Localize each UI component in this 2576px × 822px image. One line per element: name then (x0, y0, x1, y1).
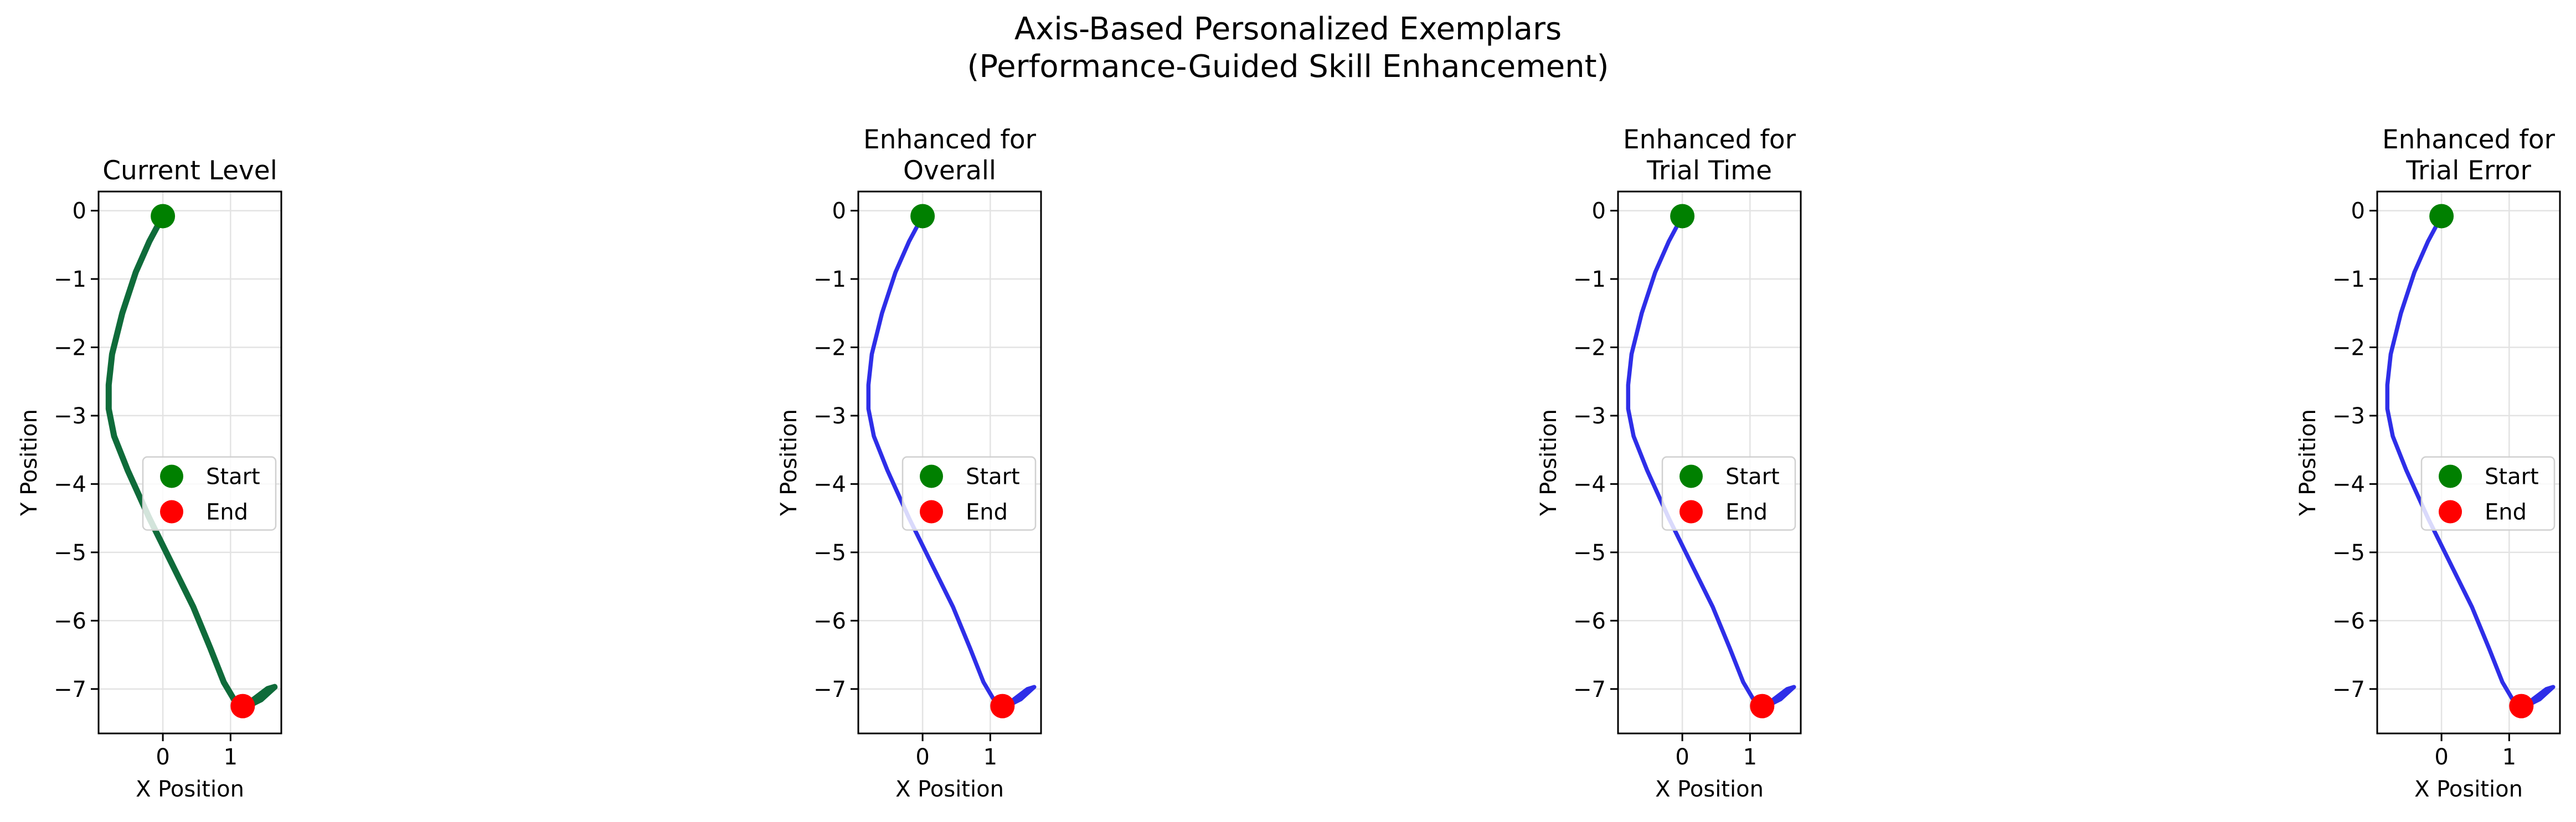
trajectory-line (105, 213, 278, 710)
y-axis-label: Y Position (17, 409, 42, 516)
figure-title-line1: Axis-Based Personalized Exemplars (1014, 11, 1562, 47)
legend-marker-start (2439, 464, 2462, 488)
y-tick-label: −1 (1573, 267, 1606, 292)
x-axis-label: X Position (1655, 777, 1764, 802)
legend: Start End (901, 456, 1037, 531)
y-tick-label: −6 (2332, 608, 2365, 634)
legend: Start End (2420, 456, 2556, 531)
end-point (2509, 694, 2534, 718)
y-tick-label: −2 (813, 335, 846, 360)
subplot-4: 0 1 0 −1 −2 −3 −4 −5 −6 −7 X Position Y Position Enh… (2295, 125, 2561, 802)
start-point (151, 204, 176, 229)
y-tick-label: −5 (813, 540, 846, 566)
y-tick-label: −7 (813, 677, 846, 702)
subplot-title: Trial Error (2405, 156, 2531, 186)
x-axis-label: X Position (895, 777, 1004, 802)
trajectory-line (2385, 214, 2556, 709)
subplot-title: Enhanced for (1623, 125, 1796, 155)
y-tick-label: −7 (2332, 677, 2365, 702)
y-tick-label: −2 (1573, 335, 1606, 360)
y-tick-label: −1 (2332, 267, 2365, 292)
legend-label-start: Start (206, 464, 260, 490)
y-tick-label: −6 (54, 608, 86, 634)
subplot-title: Enhanced for (863, 125, 1037, 155)
axes-frame (1617, 190, 1802, 735)
legend-marker-start (160, 464, 183, 488)
y-tick-label: −6 (813, 608, 846, 634)
legend-marker-start (1679, 464, 1703, 488)
y-tick-label: −6 (1573, 608, 1606, 634)
y-tick-label: −4 (54, 472, 86, 497)
y-tick-label: −5 (1573, 540, 1606, 566)
x-tick-label: 1 (2502, 745, 2516, 770)
legend-label-end: End (2485, 500, 2527, 525)
legend-label-end: End (966, 500, 1008, 525)
end-point (230, 694, 255, 718)
subplot-title: Overall (903, 156, 996, 186)
x-tick-label: 0 (2434, 745, 2448, 770)
legend-label-end: End (1725, 500, 1768, 525)
legend-marker-end (1679, 500, 1703, 524)
y-tick-label: −7 (54, 677, 86, 702)
x-axis-label: X Position (136, 777, 244, 802)
subplot-3: 0 1 0 −1 −2 −3 −4 −5 −6 −7 X Position Y Position Enh… (1536, 125, 1802, 802)
y-tick-label: −7 (1573, 677, 1606, 702)
subplot-2: 0 1 0 −1 −2 −3 −4 −5 −6 −7 X Position Y Position Enh… (776, 125, 1042, 802)
y-tick-label: −3 (1573, 404, 1606, 429)
subplot-title: Enhanced for (2382, 125, 2556, 155)
legend-label-start: Start (1725, 464, 1780, 490)
y-tick-label: −3 (54, 404, 86, 429)
y-tick-label: −3 (2332, 404, 2365, 429)
trajectory-line (866, 214, 1037, 709)
y-axis-label: Y Position (2295, 409, 2321, 516)
axes-frame (2376, 190, 2561, 735)
y-tick-label: −1 (813, 267, 846, 292)
legend-marker-start (920, 464, 943, 488)
x-tick-label: 0 (156, 745, 169, 770)
legend-marker-end (920, 500, 943, 524)
x-tick-label: 1 (983, 745, 997, 770)
y-tick-label: −3 (813, 404, 846, 429)
x-tick-label: 1 (1743, 745, 1757, 770)
figure-title-line2: (Performance-Guided Skill Enhancement) (967, 49, 1609, 85)
legend-marker-end (160, 500, 183, 524)
y-tick-label: 0 (2351, 199, 2365, 224)
y-tick-label: 0 (73, 199, 86, 224)
legend: Start End (142, 456, 277, 531)
x-tick-label: 0 (915, 745, 929, 770)
start-point (2429, 204, 2454, 229)
y-axis-label: Y Position (776, 409, 802, 516)
legend: Start End (1661, 456, 1796, 531)
x-tick-label: 0 (1675, 745, 1689, 770)
x-axis-label: X Position (2414, 777, 2523, 802)
y-axis-label: Y Position (1536, 409, 1562, 516)
axes-frame (857, 190, 1042, 735)
y-tick-label: −4 (813, 472, 846, 497)
y-tick-label: −5 (2332, 540, 2365, 566)
x-tick-label: 1 (224, 745, 238, 770)
start-point (1670, 204, 1695, 229)
end-point (990, 694, 1015, 718)
axes-frame (97, 190, 282, 735)
y-tick-label: −4 (2332, 472, 2365, 497)
subplot-title: Current Level (102, 156, 277, 186)
y-tick-label: −2 (54, 335, 86, 360)
legend-label-start: Start (966, 464, 1020, 490)
subplot-title: Trial Time (1646, 156, 1772, 186)
start-point (910, 204, 935, 229)
y-tick-label: −2 (2332, 335, 2365, 360)
legend-label-start: Start (2485, 464, 2539, 490)
end-point (1750, 694, 1775, 718)
y-tick-label: −5 (54, 540, 86, 566)
y-tick-label: −4 (1573, 472, 1606, 497)
trajectory-line (1626, 214, 1796, 709)
legend-marker-end (2439, 500, 2462, 524)
subplot-1: 0 1 0 −1 −2 −3 −4 −5 −6 −7 X Position Y Position Cur… (17, 156, 282, 802)
y-tick-label: −1 (54, 267, 86, 292)
y-tick-label: 0 (832, 199, 846, 224)
legend-label-end: End (206, 500, 248, 525)
y-tick-label: 0 (1592, 199, 1606, 224)
